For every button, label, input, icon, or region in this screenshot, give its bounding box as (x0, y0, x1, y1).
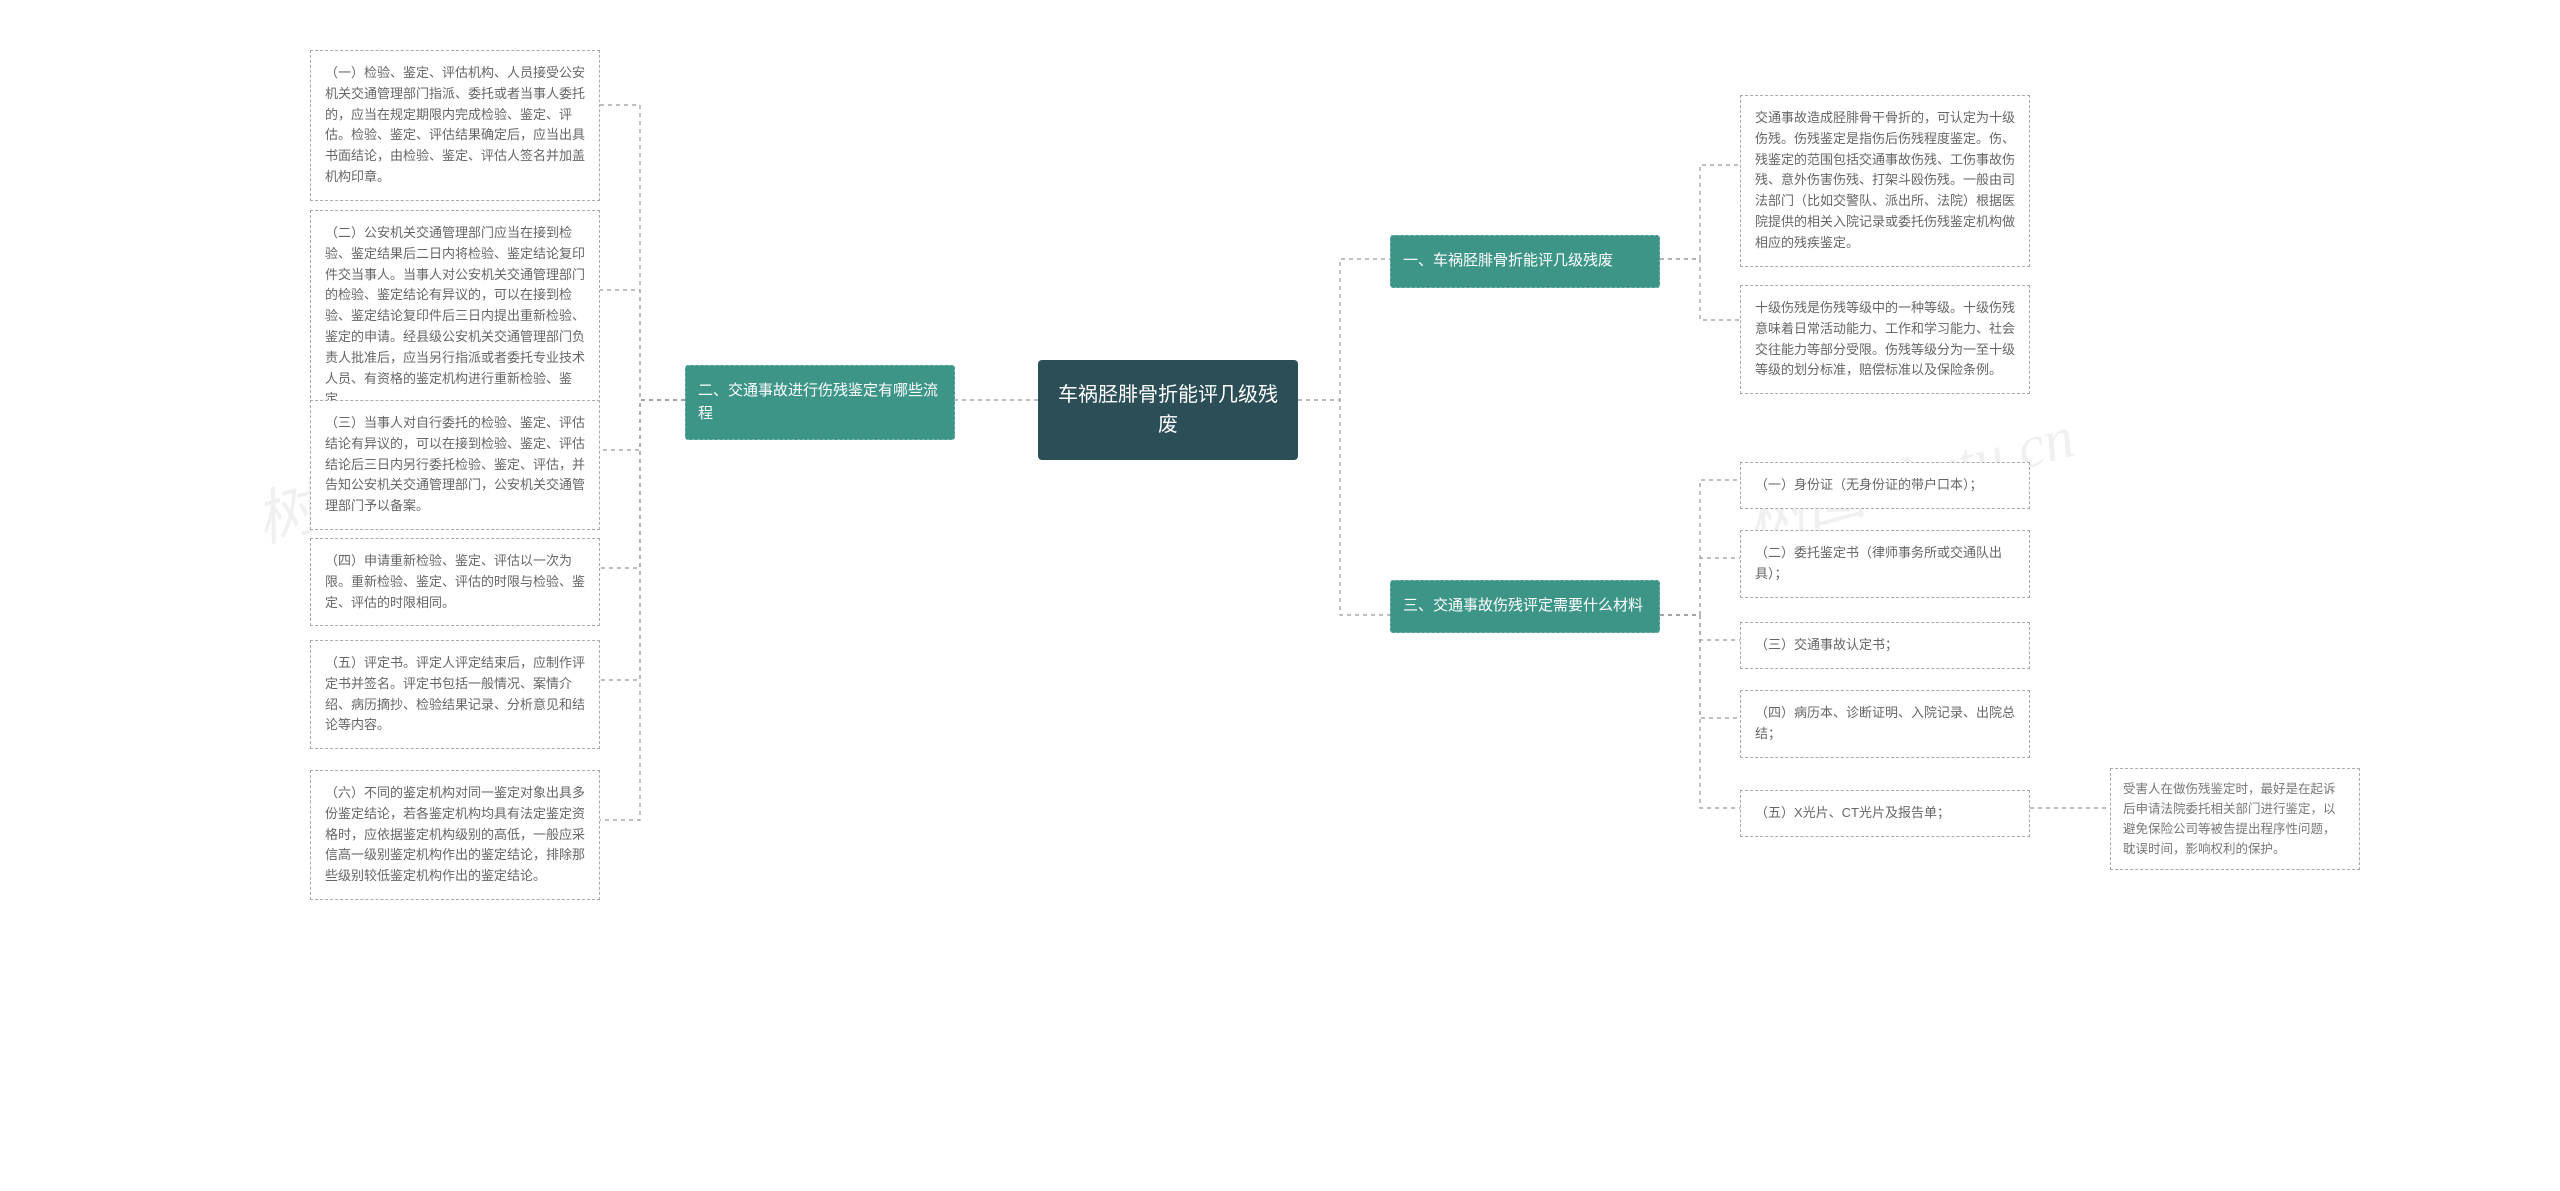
leaf-r1-2[interactable]: 十级伤残是伤残等级中的一种等级。十级伤残意味着日常活动能力、工作和学习能力、社会… (1740, 285, 2030, 394)
leaf-r2-4[interactable]: （四）病历本、诊断证明、入院记录、出院总结； (1740, 690, 2030, 758)
leaf-l1-1[interactable]: （一）检验、鉴定、评估机构、人员接受公安机关交通管理部门指派、委托或者当事人委托… (310, 50, 600, 201)
leaf-r2-1[interactable]: （一）身份证（无身份证的带户口本）； (1740, 462, 2030, 509)
leaf-r2-3[interactable]: （三）交通事故认定书； (1740, 622, 2030, 669)
mindmap-canvas: 树图 shutu.cn 树图 shutu.cn 车祸胫腓骨折能评几级残废 一、车… (0, 0, 2560, 1191)
leaf-r2-5[interactable]: （五）X光片、CT光片及报告单； (1740, 790, 2030, 837)
leaf-text: （四）申请重新检验、鉴定、评估以一次为限。重新检验、鉴定、评估的时限与检验、鉴定… (325, 553, 585, 610)
leaf-r2-2[interactable]: （二）委托鉴定书（律师事务所或交通队出具）； (1740, 530, 2030, 598)
branch-right-1[interactable]: 一、车祸胫腓骨折能评几级残废 (1390, 235, 1660, 288)
leaf-text: （六）不同的鉴定机构对同一鉴定对象出具多份鉴定结论，若各鉴定机构均具有法定鉴定资… (325, 785, 585, 883)
central-node[interactable]: 车祸胫腓骨折能评几级残废 (1038, 360, 1298, 460)
leaf-text: （二）公安机关交通管理部门应当在接到检验、鉴定结果后二日内将检验、鉴定结论复印件… (325, 225, 585, 406)
leaf-text: （一）检验、鉴定、评估机构、人员接受公安机关交通管理部门指派、委托或者当事人委托… (325, 65, 585, 184)
leaf-text: 受害人在做伤残鉴定时，最好是在起诉后申请法院委托相关部门进行鉴定，以避免保险公司… (2123, 782, 2336, 856)
branch-right-2[interactable]: 三、交通事故伤残评定需要什么材料 (1390, 580, 1660, 633)
leaf-l1-6[interactable]: （六）不同的鉴定机构对同一鉴定对象出具多份鉴定结论，若各鉴定机构均具有法定鉴定资… (310, 770, 600, 900)
leaf-l1-3[interactable]: （三）当事人对自行委托的检验、鉴定、评估结论有异议的，可以在接到检验、鉴定、评估… (310, 400, 600, 530)
branch-label: 三、交通事故伤残评定需要什么材料 (1403, 597, 1643, 614)
leaf-text: （一）身份证（无身份证的带户口本）； (1755, 477, 1983, 492)
sub-leaf-r2-5[interactable]: 受害人在做伤残鉴定时，最好是在起诉后申请法院委托相关部门进行鉴定，以避免保险公司… (2110, 768, 2360, 870)
branch-label: 二、交通事故进行伤残鉴定有哪些流程 (698, 382, 938, 422)
leaf-l1-4[interactable]: （四）申请重新检验、鉴定、评估以一次为限。重新检验、鉴定、评估的时限与检验、鉴定… (310, 538, 600, 626)
leaf-text: （三）交通事故认定书； (1755, 637, 1898, 652)
leaf-text: （五）评定书。评定人评定结束后，应制作评定书并签名。评定书包括一般情况、案情介绍… (325, 655, 585, 732)
leaf-text: 交通事故造成胫腓骨干骨折的，可认定为十级伤残。伤残鉴定是指伤后伤残程度鉴定。伤、… (1755, 110, 2015, 250)
leaf-r1-1[interactable]: 交通事故造成胫腓骨干骨折的，可认定为十级伤残。伤残鉴定是指伤后伤残程度鉴定。伤、… (1740, 95, 2030, 267)
leaf-text: （五）X光片、CT光片及报告单； (1755, 805, 1950, 820)
branch-left-1[interactable]: 二、交通事故进行伤残鉴定有哪些流程 (685, 365, 955, 440)
branch-label: 一、车祸胫腓骨折能评几级残废 (1403, 252, 1613, 269)
leaf-text: （四）病历本、诊断证明、入院记录、出院总结； (1755, 705, 2015, 741)
leaf-l1-2[interactable]: （二）公安机关交通管理部门应当在接到检验、鉴定结果后二日内将检验、鉴定结论复印件… (310, 210, 600, 423)
leaf-text: 十级伤残是伤残等级中的一种等级。十级伤残意味着日常活动能力、工作和学习能力、社会… (1755, 300, 2015, 377)
central-node-label: 车祸胫腓骨折能评几级残废 (1058, 384, 1278, 436)
leaf-text: （三）当事人对自行委托的检验、鉴定、评估结论有异议的，可以在接到检验、鉴定、评估… (325, 415, 585, 513)
leaf-l1-5[interactable]: （五）评定书。评定人评定结束后，应制作评定书并签名。评定书包括一般情况、案情介绍… (310, 640, 600, 749)
leaf-text: （二）委托鉴定书（律师事务所或交通队出具）； (1755, 545, 2002, 581)
